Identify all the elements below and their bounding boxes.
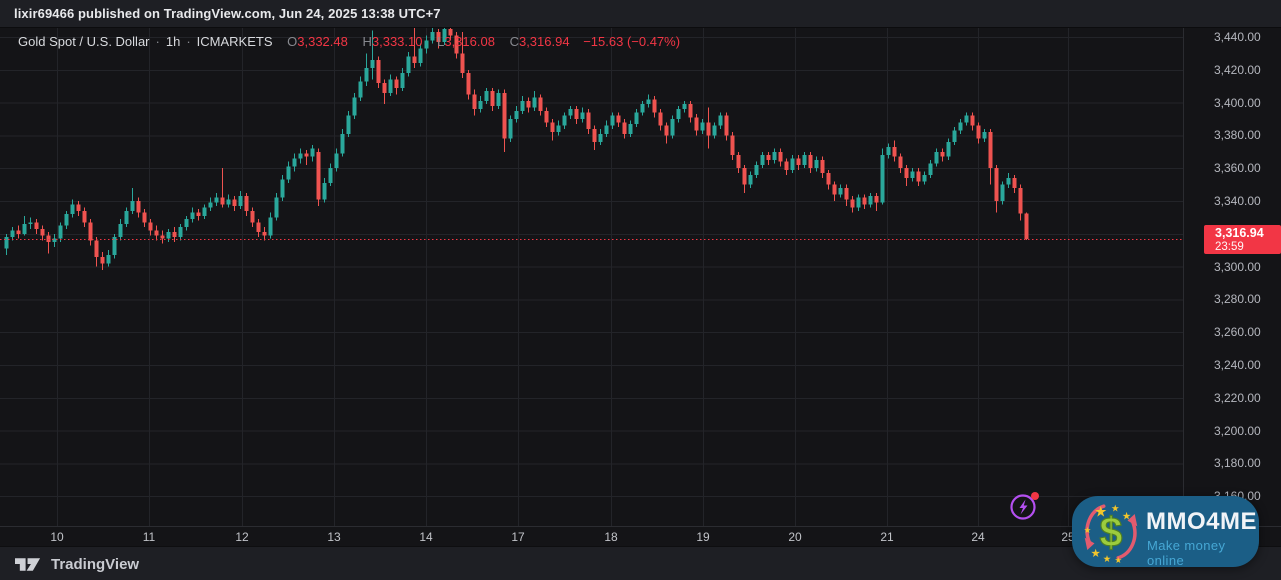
- time-axis-label: 25: [1061, 530, 1075, 544]
- price-axis-label: 3,420.00: [1214, 62, 1261, 77]
- candle-countdown: 23:59: [1215, 241, 1244, 253]
- separator-dot: ·: [155, 34, 160, 49]
- lightning-button[interactable]: [1006, 489, 1044, 525]
- price-axis-label: 3,380.00: [1214, 128, 1261, 143]
- lightning-bolt-icon: [1019, 499, 1028, 515]
- cycle-arrow-left-icon: [1085, 504, 1106, 545]
- feed-label: ICMARKETS: [196, 34, 273, 49]
- price-axis-label: 3,240.00: [1214, 358, 1261, 372]
- price-axis-label: 3,360.00: [1214, 161, 1261, 176]
- time-axis-label: 21: [880, 530, 894, 544]
- time-axis-label: 10: [50, 530, 64, 544]
- interval-label[interactable]: 1h: [165, 34, 181, 49]
- price-axis-label: 3,300.00: [1214, 259, 1261, 274]
- star-icon: ★: [1094, 505, 1107, 521]
- time-axis-label: 24: [971, 530, 985, 544]
- time-axis-label: 17: [511, 530, 525, 544]
- time-axis-label: 12: [235, 530, 249, 544]
- time-axis-label: 11: [142, 530, 156, 544]
- price-axis-label: 3,180.00: [1214, 456, 1261, 471]
- dollar-icon: $: [1100, 509, 1123, 555]
- time-axis-label: 20: [788, 530, 802, 544]
- separator-dot: ·: [186, 34, 191, 49]
- price-axis-label: 3,400.00: [1214, 95, 1261, 110]
- arrow-head-right: [1127, 513, 1138, 527]
- price-axis-label: 3,440.00: [1214, 30, 1261, 44]
- lightning-circle-icon: [1010, 494, 1036, 520]
- attribution-text: lixir69466 published on TradingView.com,…: [14, 6, 441, 21]
- time-axis-label: 14: [419, 530, 433, 544]
- time-axis-label: 18: [604, 530, 618, 544]
- star-icon: ★: [1084, 526, 1091, 535]
- bottom-toolbar: TradingView: [0, 546, 1281, 580]
- price-axis-label: 3,280.00: [1214, 292, 1261, 307]
- notification-dot: [1031, 492, 1039, 500]
- mmo4me-logo-icon: ★ ★ ★ ★ ★ ★ ★ $: [1084, 503, 1138, 565]
- chart-legend: Gold Spot / U.S. Dollar · 1h · ICMARKETS O3,…: [18, 34, 680, 49]
- time-axis-label: 13: [327, 530, 341, 544]
- time-axis-label: 19: [696, 530, 710, 544]
- last-price-badge: 3,316.94 23:59: [1204, 225, 1281, 254]
- last-price-value: 3,316.94: [1215, 226, 1264, 240]
- tradingview-wordmark[interactable]: TradingView: [51, 555, 140, 573]
- change-value: −15.63 (−0.47%): [583, 34, 681, 49]
- star-icon: ★: [1111, 503, 1119, 513]
- attribution-bar: lixir69466 published on TradingView.com,…: [0, 0, 1281, 28]
- star-icon: ★: [1115, 556, 1122, 565]
- mmo4me-title: MMO4ME: [1146, 508, 1257, 535]
- tradingview-logo-icon[interactable]: [15, 554, 42, 574]
- price-axis-label: 3,340.00: [1214, 194, 1261, 208]
- price-axis-label: 3,260.00: [1214, 325, 1261, 340]
- arrow-head-left: [1084, 537, 1095, 551]
- ohlc-high: H3,333.10: [362, 34, 423, 49]
- star-icon: ★: [1103, 554, 1111, 564]
- ohlc-open: O3,332.48: [287, 34, 348, 49]
- price-axis-label: 3,220.00: [1214, 390, 1261, 405]
- star-icon: ★: [1122, 512, 1131, 523]
- ohlc-low: L3,316.08: [437, 34, 495, 49]
- ohlc-close: C3,316.94: [509, 34, 570, 49]
- star-icon: ★: [1090, 548, 1100, 560]
- cycle-arrow-right-icon: [1116, 519, 1137, 560]
- symbol-title[interactable]: Gold Spot / U.S. Dollar: [18, 34, 150, 49]
- mmo4me-watermark: ★ ★ ★ ★ ★ ★ ★ $ MMO4ME Make money online: [1072, 496, 1259, 568]
- mmo4me-tagline: Make money online: [1147, 538, 1226, 568]
- price-axis-label: 3,200.00: [1214, 423, 1261, 438]
